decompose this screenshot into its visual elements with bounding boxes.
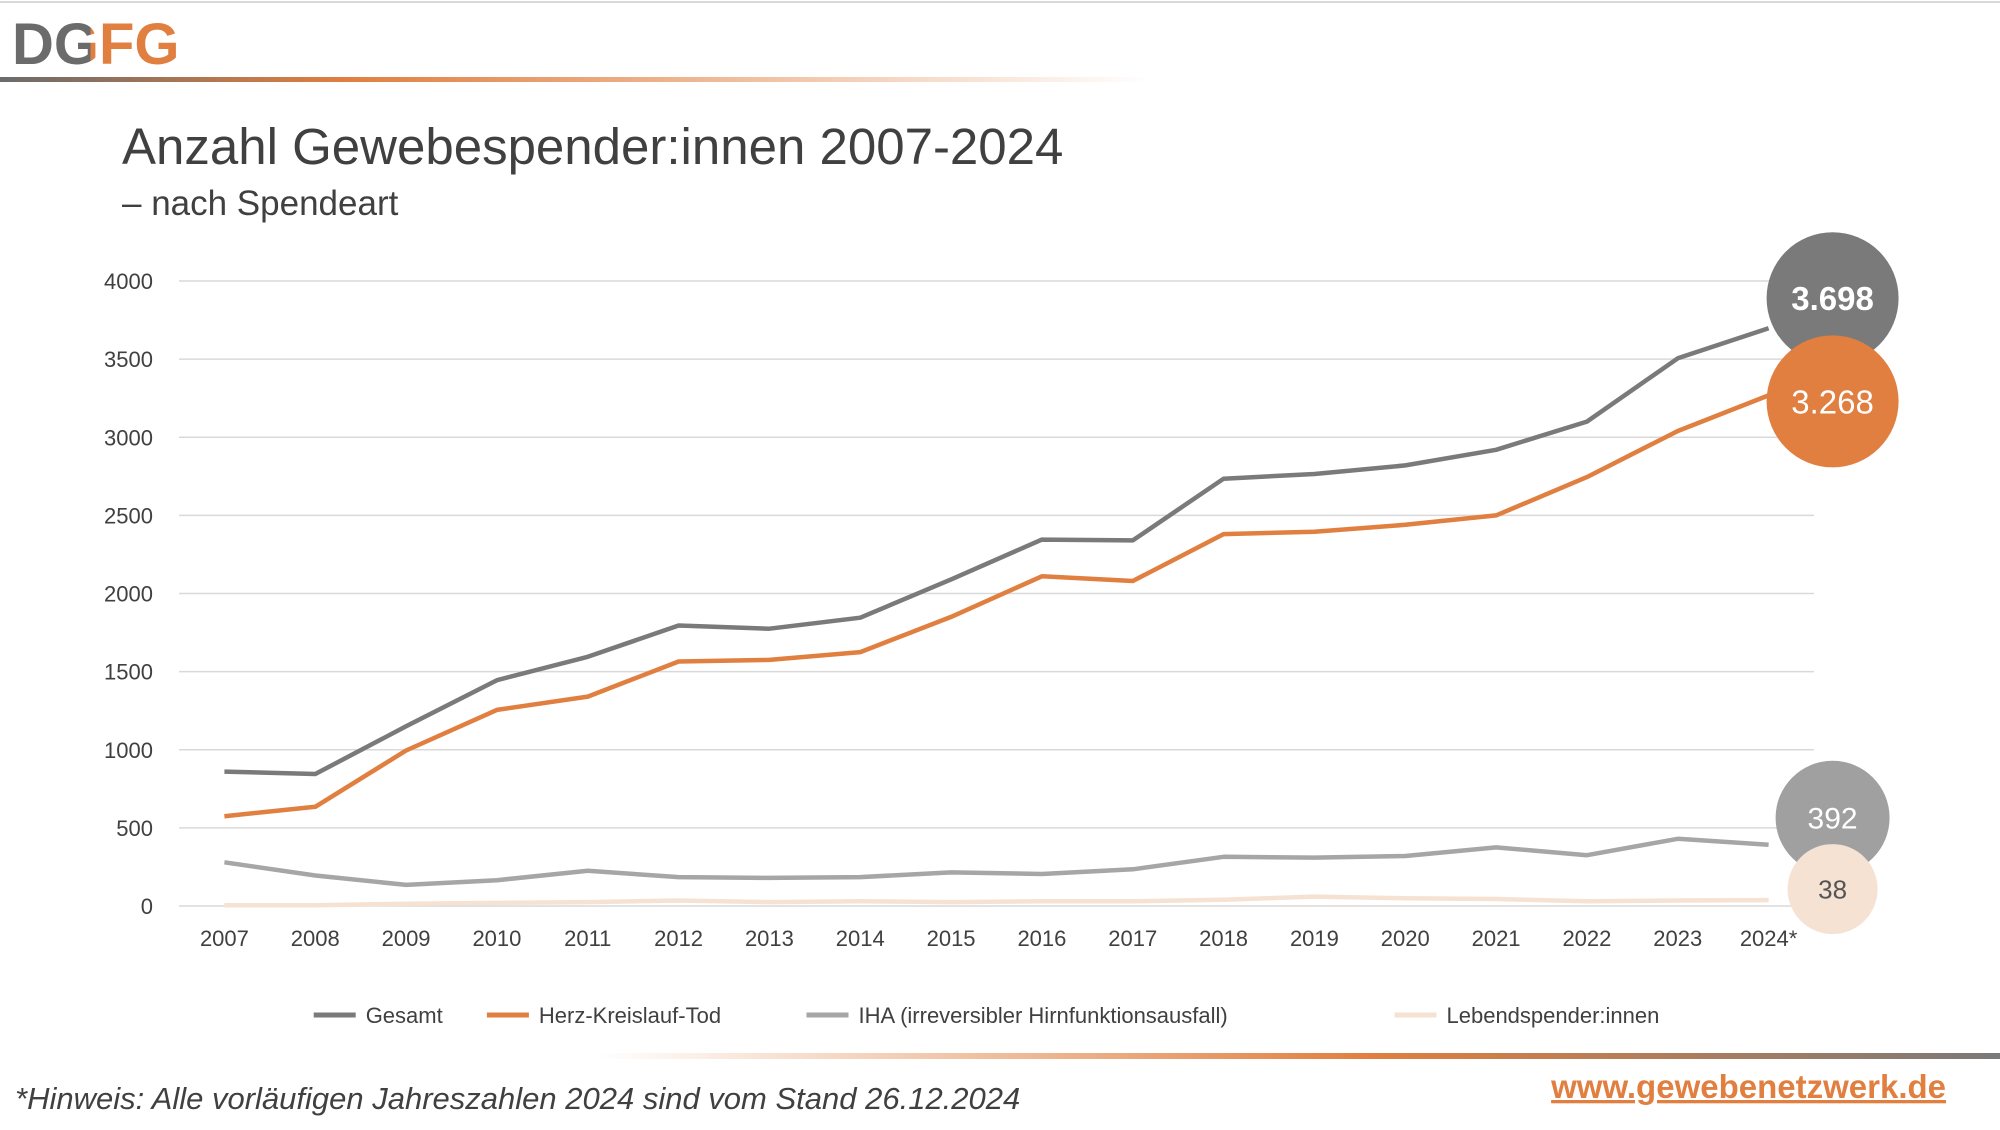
- value-bubble: [1766, 232, 1899, 365]
- x-tick-label: 2015: [927, 926, 976, 951]
- x-tick-label: 2014: [836, 926, 885, 951]
- header-bar: [0, 77, 1150, 82]
- x-tick-label: 2009: [382, 926, 431, 951]
- y-tick-label: 2000: [104, 582, 153, 607]
- chart-title: Anzahl Gewebespender:innen 2007-2024: [122, 118, 1063, 175]
- logo: DGFG: [12, 12, 180, 77]
- x-tick-label: 2021: [1472, 926, 1521, 951]
- x-tick-label: 2012: [654, 926, 703, 951]
- series-line: [224, 894, 1769, 908]
- x-tick-label: 2018: [1199, 926, 1248, 951]
- y-tick-label: 1000: [104, 738, 153, 763]
- x-tick-label: 2022: [1562, 926, 1611, 951]
- chart-subtitle: – nach Spendeart: [122, 184, 399, 223]
- legend-label: Herz-Kreislauf-Tod: [539, 1003, 721, 1028]
- footer-bar: [600, 1053, 2000, 1059]
- series-line: [224, 836, 1769, 888]
- x-tick-label: 2013: [745, 926, 794, 951]
- data-label: 3.698: [1791, 280, 1874, 317]
- legend-label: IHA (irreversibler Hirnfunktionsausfall): [859, 1003, 1228, 1028]
- data-label: 392: [1808, 803, 1858, 836]
- data-label: 3.268: [1791, 383, 1874, 420]
- y-tick-label: 500: [116, 816, 153, 841]
- footer-note: *Hinweis: Alle vorläufigen Jahreszahlen …: [15, 1081, 1020, 1116]
- series-line: [224, 326, 1770, 777]
- y-tick-label: 3000: [104, 425, 153, 450]
- x-tick-label: 2016: [1017, 926, 1066, 951]
- y-tick-label: 1500: [104, 660, 153, 685]
- y-tick-label: 4000: [104, 269, 153, 294]
- y-tick-label: 2500: [104, 503, 153, 528]
- legend-label: Gesamt: [366, 1003, 443, 1028]
- value-bubble: [1787, 844, 1878, 935]
- x-tick-label: 2017: [1108, 926, 1157, 951]
- y-tick-label: 3500: [104, 347, 153, 372]
- x-tick-label: 2023: [1653, 926, 1702, 951]
- y-tick-label: 0: [141, 894, 153, 919]
- legend-label: Lebendspender:innen: [1447, 1003, 1660, 1028]
- x-tick-label: 2019: [1290, 926, 1339, 951]
- series-line: [224, 393, 1770, 819]
- data-label: 38: [1818, 874, 1847, 904]
- x-tick-label: 2007: [200, 926, 249, 951]
- footer-url[interactable]: www.gewebenetzwerk.de: [1550, 1068, 1946, 1105]
- x-tick-label: 2011: [564, 926, 611, 951]
- x-tick-label: 2024*: [1740, 926, 1798, 951]
- x-tick-label: 2010: [472, 926, 521, 951]
- value-bubble: [1775, 760, 1890, 875]
- value-bubble: [1766, 335, 1899, 468]
- x-tick-label: 2020: [1381, 926, 1430, 951]
- x-tick-label: 2008: [291, 926, 340, 951]
